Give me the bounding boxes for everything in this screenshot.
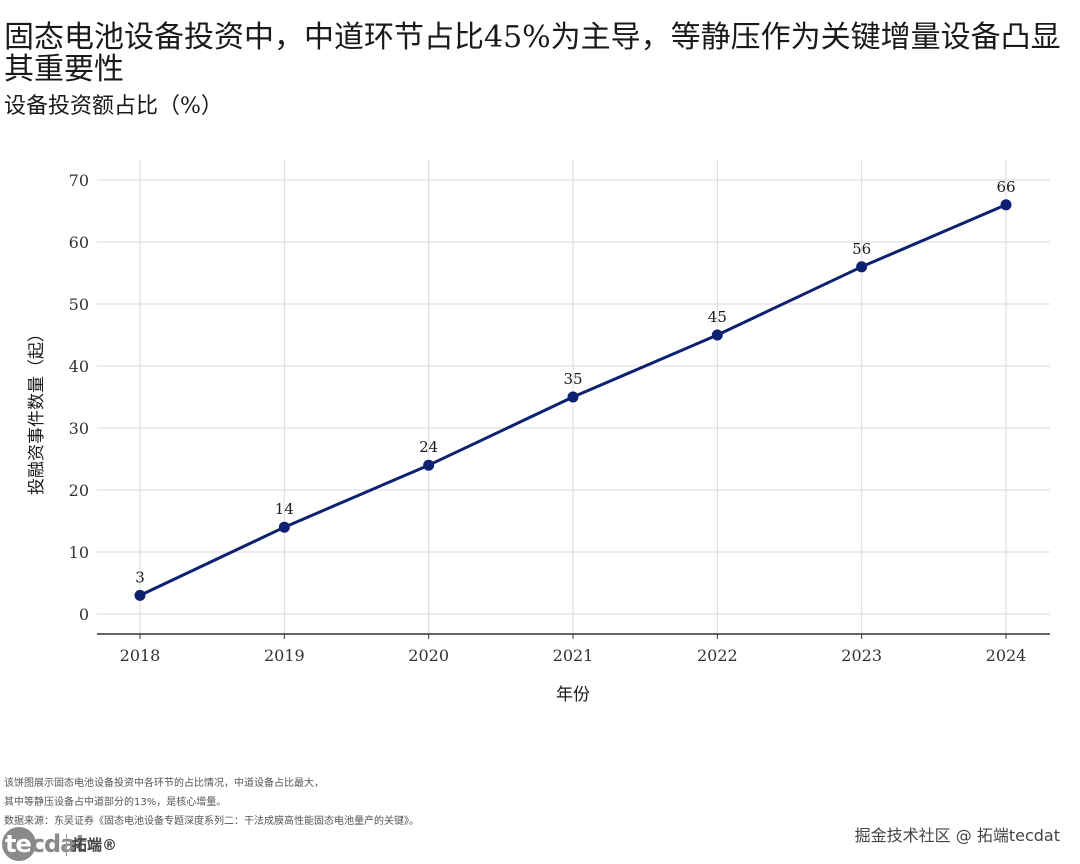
data-label: 56	[852, 240, 871, 258]
data-label: 24	[419, 438, 438, 456]
y-tick-label: 60	[69, 233, 89, 252]
data-point	[134, 589, 146, 601]
brand-logo: tecdat 拓端®	[2, 826, 117, 862]
y-tick-label: 0	[79, 605, 89, 624]
x-tick-label: 2018	[120, 646, 161, 665]
y-tick-label: 50	[69, 295, 89, 314]
y-tick-label: 20	[69, 481, 89, 500]
watermark: 掘金技术社区 @ 拓端tecdat	[854, 826, 1060, 845]
footnote-source: 数据来源：东吴证券《固态电池设备专题深度系列二：干法成膜高性能固态电池量产的关键…	[4, 816, 419, 827]
logo-divider	[66, 834, 67, 856]
logo-wordmark: tecdat	[5, 830, 87, 858]
line-chart: 0 10 20 30 40 50 60 70 2018 2019 2020 2021 2022 2023…	[27, 160, 1050, 705]
x-tick-label: 2022	[697, 646, 738, 665]
x-tick-label: 2023	[841, 646, 882, 665]
data-point	[567, 391, 579, 403]
chart-title: 固态电池设备投资中，中道环节占比45%为主导，等静压作为关键增量设备凸显其重要性	[4, 20, 1061, 87]
data-label: 35	[563, 370, 582, 388]
data-label: 3	[135, 568, 145, 586]
data-label: 14	[275, 500, 294, 518]
y-tick-label: 70	[69, 171, 89, 190]
y-tick-label: 10	[69, 543, 89, 562]
grid-lines	[97, 160, 1050, 634]
data-point	[1000, 199, 1012, 211]
x-tick-label: 2019	[264, 646, 305, 665]
y-tick-label: 30	[69, 419, 89, 438]
logo-cn-name: 拓端®	[72, 836, 118, 854]
data-point	[423, 459, 435, 471]
x-tick-label: 2020	[408, 646, 449, 665]
data-label: 45	[708, 308, 727, 326]
footnote-line-2: 其中等静压设备占中道部分的13%，是核心增量。	[4, 797, 227, 808]
data-label: 66	[996, 178, 1015, 196]
footnotes: 该饼图展示固态电池设备投资中各环节的占比情况，中道设备占比最大， 其中等静压设备…	[4, 774, 419, 831]
data-label-layer: 3 14 24 35 45 56 66	[135, 178, 1015, 587]
chart-subtitle: 设备投资额占比（%）	[4, 94, 223, 119]
x-tick-label: 2024	[986, 646, 1027, 665]
x-tick-labels: 2018 2019 2020 2021 2022 2023 2024	[120, 634, 1027, 665]
footnote-line-1: 该饼图展示固态电池设备投资中各环节的占比情况，中道设备占比最大，	[4, 778, 324, 789]
series-layer	[134, 199, 1012, 601]
logo-circle-icon	[2, 827, 36, 861]
x-axis-label: 年份	[556, 685, 590, 705]
y-tick-labels: 0 10 20 30 40 50 60 70	[69, 171, 89, 624]
y-axis-label: 投融资事件数量（起）	[27, 325, 47, 495]
data-point	[711, 329, 723, 341]
data-point	[278, 521, 290, 533]
data-point	[856, 261, 868, 273]
x-tick-label: 2021	[553, 646, 594, 665]
y-tick-label: 40	[69, 357, 89, 376]
